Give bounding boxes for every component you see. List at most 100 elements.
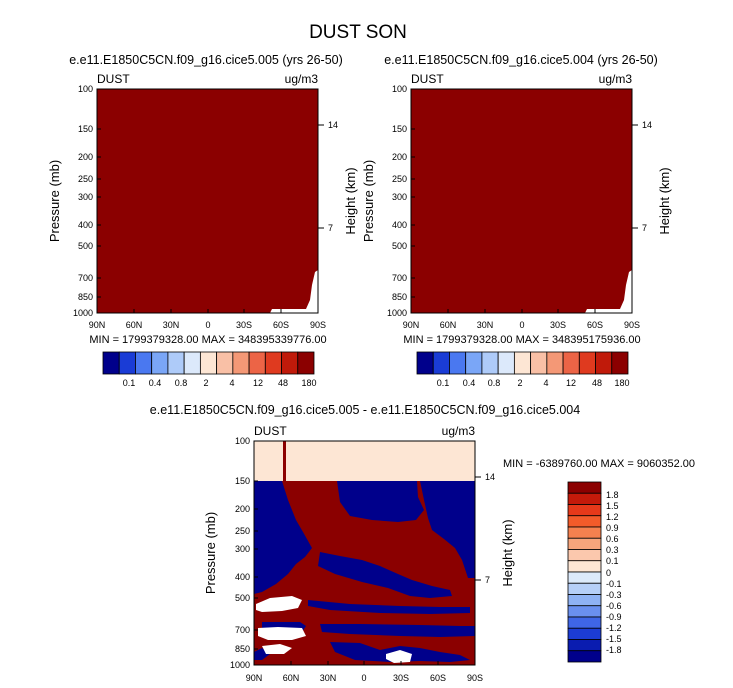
panel-1-xtick-label: 90N <box>89 320 106 330</box>
panel-3-colorbar-swatch <box>567 526 602 539</box>
panel-3-colorbar-label: 0.6 <box>606 534 619 544</box>
panel-2-ytick-label: 250 <box>392 174 407 184</box>
panel-2: e.e11.E1850C5CN.f09_g16.cice5.004 (yrs 2… <box>361 53 672 388</box>
panel-3-colorbar-label: 0.3 <box>606 545 619 555</box>
panel-2-colorbar-swatch <box>481 351 499 375</box>
panel-1-colorbar-swatch <box>118 351 136 375</box>
panel-2-colorbar-label: 2 <box>517 378 522 388</box>
panel-2-ytick-label: 1000 <box>387 308 407 318</box>
panel-3-xtick-label: 30S <box>393 673 409 683</box>
panel-2-colorbar <box>416 351 629 375</box>
panel-3-colorbar-label: 1.5 <box>606 501 619 511</box>
panel-2-xtick-label: 60S <box>587 320 603 330</box>
panel-2-colorbar-label: 48 <box>592 378 602 388</box>
panel-3-yticks-right: 14 7 <box>475 472 495 585</box>
panel-1-xticks: 90N 60N 30N 0 30S 60S 90S <box>89 309 326 330</box>
panel-1-xtick-label: 60S <box>273 320 289 330</box>
panel-1-colorbar-swatch <box>232 351 250 375</box>
panel-3-ytick-label: 850 <box>235 644 250 654</box>
panel-3-white-region <box>386 650 412 663</box>
panel-1-plot-area <box>97 89 318 313</box>
panel-1-colorbar-swatch <box>167 351 185 375</box>
panel-1-ytick-right-label: 14 <box>328 120 338 130</box>
panel-2-colorbar-swatch <box>513 351 532 375</box>
panel-3-colorbar-swatch <box>567 650 602 663</box>
panel-1-colorbar-label: 4 <box>229 378 234 388</box>
panel-2-xtick-label: 60N <box>440 320 457 330</box>
panel-1-xtick-label: 30N <box>163 320 180 330</box>
panel-1-xtick-label: 90S <box>310 320 326 330</box>
panel-3-colorbar-label: -0.3 <box>606 590 622 600</box>
panel-3-colorbar-label: 0.1 <box>606 556 619 566</box>
panel-3-title: e.e11.E1850C5CN.f09_g16.cice5.005 - e.e1… <box>150 403 580 417</box>
panel-2-colorbar-swatch <box>432 351 450 375</box>
panel-1-colorbar-swatch <box>183 351 201 375</box>
panel-3-blue-region <box>337 481 424 522</box>
panel-3-ytick-label: 250 <box>235 526 250 536</box>
panel-2-ytick-label: 700 <box>392 273 407 283</box>
panel-1-right-label: ug/m3 <box>285 72 319 86</box>
panel-1-yticks-right: 14 7 <box>318 120 338 233</box>
panel-3-colorbar-label: 0 <box>606 568 611 578</box>
panel-3-upper-band <box>254 441 475 481</box>
panel-3-colorbar-label: 0.9 <box>606 523 619 533</box>
panel-3-left-label: DUST <box>254 424 287 438</box>
panel-1-ytick-label: 150 <box>78 124 93 134</box>
panel-3-colorbar-swatch <box>567 549 602 562</box>
panel-2-colorbar-swatch <box>562 351 580 375</box>
panel-3-right-label: ug/m3 <box>442 424 476 438</box>
panel-2-left-label: DUST <box>411 72 444 86</box>
panel-3-ylabel: Pressure (mb) <box>203 512 218 594</box>
panel-2-colorbar-swatch <box>449 351 467 375</box>
panel-2-xtick-label: 30S <box>550 320 566 330</box>
panel-3-yticks: 100 150 200 250 300 400 500 700 850 1000 <box>230 436 258 670</box>
panel-2-xtick-label: 90S <box>624 320 640 330</box>
panel-2-min-max: MIN = 1799379328.00 MAX = 348395175936.0… <box>403 334 640 346</box>
panel-1-min-max: MIN = 1799379328.00 MAX = 348395339776.0… <box>89 334 326 346</box>
panel-1-colorbar-labels: 0.1 0.4 0.8 2 4 12 48 180 <box>123 378 317 388</box>
panel-2-ytick-label: 850 <box>392 292 407 302</box>
panel-3-ytick-label: 400 <box>235 572 250 582</box>
panel-1-colorbar-label: 2 <box>203 378 208 388</box>
panel-2-right-label: ug/m3 <box>599 72 633 86</box>
panel-2-xtick-label: 30N <box>477 320 494 330</box>
panel-3-colorbar-swatch <box>567 639 602 652</box>
panel-2-ytick-right-label: 14 <box>642 120 652 130</box>
panel-2-ytick-label: 200 <box>392 152 407 162</box>
panel-3-colorbar <box>567 481 602 663</box>
panel-3-white-region <box>256 596 302 612</box>
panel-3-ytick-label: 100 <box>235 436 250 446</box>
panel-1-colorbar-swatch <box>297 351 315 375</box>
panel-3-xtick-label: 60S <box>430 673 446 683</box>
panel-1-colorbar <box>102 351 315 375</box>
panel-1-colorbar-label: 48 <box>278 378 288 388</box>
panel-3-colorbar-label: -1.5 <box>606 634 622 644</box>
panel-1-ytick-label: 700 <box>78 273 93 283</box>
panel-3-colorbar-labels: 1.8 1.5 1.2 0.9 0.6 0.3 0.1 0 -0.1 -0.3 … <box>606 490 622 655</box>
panel-2-ytick-label: 150 <box>392 124 407 134</box>
panel-2-colorbar-label: 4 <box>543 378 548 388</box>
panel-1-title: e.e11.E1850C5CN.f09_g16.cice5.005 (yrs 2… <box>69 53 343 67</box>
panel-1-ytick-label: 250 <box>78 174 93 184</box>
panel-1-colorbar-swatch <box>216 351 234 375</box>
panel-3-white-region <box>262 644 292 654</box>
panel-3-blue-region <box>420 481 475 578</box>
panel-2-white-patch <box>585 270 632 313</box>
panel-1-colorbar-label: 0.1 <box>123 378 136 388</box>
panel-2-title: e.e11.E1850C5CN.f09_g16.cice5.004 (yrs 2… <box>384 53 658 67</box>
panel-3-colorbar-label: 1.2 <box>606 512 619 522</box>
panel-3-white-region <box>258 627 306 640</box>
panel-3-min-max: MIN = -6389760.00 MAX = 9060352.00 <box>503 458 695 470</box>
panel-3-ytick-label: 700 <box>235 625 250 635</box>
panel-3-colorbar-swatch <box>567 504 602 517</box>
panel-2-ytick-label: 500 <box>392 241 407 251</box>
panel-2-ytick-label: 400 <box>392 220 407 230</box>
panel-1-white-patch <box>270 270 318 313</box>
panel-3-colorbar-swatch <box>567 594 602 607</box>
panel-3-colorbar-label: -0.1 <box>606 579 622 589</box>
panel-1-ytick-label: 200 <box>78 152 93 162</box>
panel-2-xticks: 90N 60N 30N 0 30S 60S 90S <box>403 309 640 330</box>
panel-2-colorbar-swatch <box>416 351 434 375</box>
panel-1-ylabel: Pressure (mb) <box>47 160 62 242</box>
panel-3-plot-area <box>253 440 476 666</box>
